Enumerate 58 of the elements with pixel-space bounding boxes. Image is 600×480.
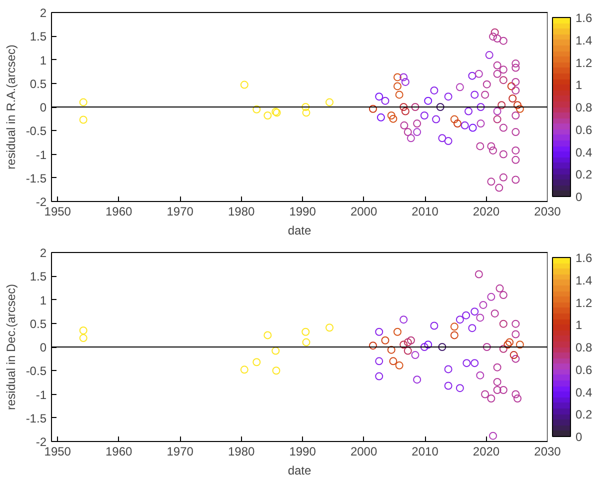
color-bar-label: 0.4 (576, 385, 593, 400)
y-tick-label: -1.5 (26, 171, 47, 186)
y-tick-label: -1 (36, 388, 47, 402)
color-bar-label: 1.4 (576, 273, 593, 288)
color-bar-label: 0 (576, 190, 582, 204)
y-tick-label: -0.5 (26, 124, 47, 138)
y-tick-label: 2 (40, 6, 47, 20)
color-bar-label: 0.2 (576, 168, 593, 182)
color-bar-label: 0 (576, 430, 582, 444)
y-axis-title: residual in R.A.(arcsec) (4, 44, 18, 170)
x-tick-label: 2030 (534, 204, 562, 218)
y-tick-label: -1 (36, 148, 47, 162)
x-tick-label: 1970 (166, 444, 194, 458)
y-tick-label: -2 (36, 195, 47, 209)
color-bar-label: 1.4 (576, 33, 593, 48)
y-tick-label: 1 (40, 53, 47, 68)
x-axis-title: date (288, 224, 312, 238)
y-axis-title: residual in Dec.(arcsec) (4, 284, 18, 410)
color-bar-label: 1.2 (576, 296, 593, 310)
x-tick-label: 1970 (166, 204, 194, 218)
x-axis-title: date (288, 464, 312, 478)
y-tick-label: -0.5 (26, 364, 47, 378)
y-tick-label: 1 (40, 293, 47, 308)
color-bar-label: 1.6 (576, 11, 593, 25)
x-tick-label: 1960 (106, 444, 133, 458)
x-tick-label: 2020 (472, 444, 500, 458)
x-tick-label: 2000 (350, 444, 378, 458)
color-bar-label: 0.6 (576, 122, 593, 137)
x-tick-label: 1990 (289, 444, 316, 458)
x-tick-label: 2020 (472, 204, 500, 218)
x-tick-label: 2000 (350, 204, 378, 218)
y-tick-label: 1.5 (30, 270, 47, 284)
y-tick-label: 0.5 (30, 76, 47, 91)
x-tick-label: 1990 (289, 204, 316, 218)
x-tick-label: 1950 (44, 444, 72, 458)
x-tick-label: 2010 (412, 444, 439, 458)
x-tick-label: 1950 (44, 204, 72, 218)
y-tick-label: 2 (40, 246, 47, 260)
color-bar-label: 1 (576, 78, 582, 92)
color-bar-label: 0.6 (576, 362, 593, 377)
y-tick-label: -1.5 (26, 411, 47, 426)
y-tick-label: -2 (36, 435, 47, 449)
y-tick-label: 0 (40, 340, 47, 354)
x-tick-label: 1960 (106, 204, 133, 218)
color-bar-label: 1 (576, 318, 582, 332)
color-bar-label: 0.4 (576, 145, 593, 160)
x-tick-label: 1980 (228, 444, 255, 458)
y-tick-label: 1.5 (30, 30, 47, 44)
color-bar-label: 0.8 (576, 340, 593, 354)
y-tick-label: 0 (40, 100, 47, 114)
color-bar-label: 0.2 (576, 408, 593, 422)
x-tick-label: 2010 (412, 204, 439, 218)
y-tick-label: 0.5 (30, 316, 47, 331)
color-bar-label: 1.6 (576, 251, 593, 265)
x-tick-label: 1980 (228, 204, 255, 218)
color-bar-label: 1.2 (576, 56, 593, 70)
color-bar-label: 0.8 (576, 100, 593, 114)
x-tick-label: 2030 (534, 444, 562, 458)
